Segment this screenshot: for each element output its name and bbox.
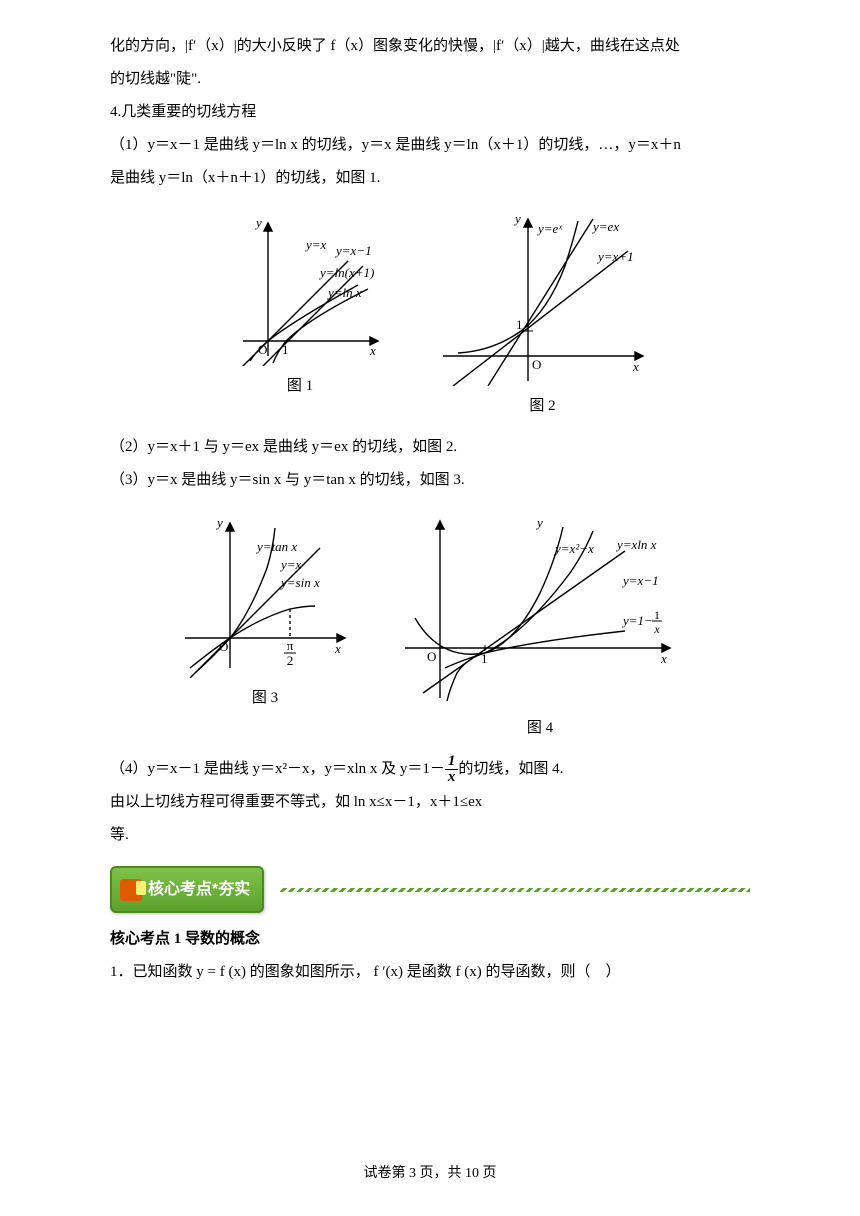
figure-3: y x O y=tan x y=x y=sin x π 2 图 3 xyxy=(175,513,355,745)
svg-text:x: x xyxy=(369,343,376,358)
svg-text:y=sin x: y=sin x xyxy=(279,575,320,590)
svg-text:y=x: y=x xyxy=(304,237,327,252)
svg-text:y=x+1: y=x+1 xyxy=(596,249,634,264)
text: 化的方向，|f′（x）|的大小反映了 f（x）图象变化的快慢，|f′（x）|越大… xyxy=(110,38,680,54)
item-3: （3）y＝x 是曲线 y＝sin x 与 y＝tan x 的切线，如图 3. xyxy=(110,464,750,497)
svg-text:1: 1 xyxy=(282,342,289,357)
svg-text:y: y xyxy=(254,215,262,230)
svg-text:y=x−1: y=x−1 xyxy=(334,243,372,258)
svg-text:y=x: y=x xyxy=(279,557,302,572)
svg-text:1: 1 xyxy=(654,608,660,622)
svg-text:y=ln x: y=ln x xyxy=(326,285,362,300)
core-points-badge-row: 核心考点*夯实 xyxy=(110,866,750,913)
figure-2-caption: 图 2 xyxy=(529,390,555,423)
svg-text:y=ex: y=ex xyxy=(591,219,619,234)
svg-text:x: x xyxy=(653,622,660,636)
core-points-badge: 核心考点*夯实 xyxy=(110,866,264,913)
figure-3-caption: 图 3 xyxy=(252,682,278,715)
svg-text:y: y xyxy=(513,211,521,226)
svg-text:x: x xyxy=(632,359,639,374)
figures-row-1: y x O 1 y=x y=x−1 y=ln(x+1) y=ln x 图 1 xyxy=(110,211,750,423)
figure-4: y x O 1 y=x²−x y=xln x y=x−1 y=1− 1 x 图 … xyxy=(395,513,685,745)
figures-row-2: y x O y=tan x y=x y=sin x π 2 图 3 xyxy=(110,513,750,745)
text: 等. xyxy=(110,827,129,843)
svg-text:O: O xyxy=(219,639,228,654)
text: 的切线越"陡". xyxy=(110,71,201,87)
badge-text: 核心考点*夯实 xyxy=(148,872,250,907)
text: （1）y＝x－1 是曲线 y＝ln x 的切线，y＝x 是曲线 y＝ln（x＋1… xyxy=(110,137,681,153)
inequality-line: 由以上切线方程可得重要不等式，如 ln x≤x－1，x＋1≤ex 等. xyxy=(110,786,750,852)
figure-2: y x O 1 y=eˣ y=ex y=x+1 图 2 xyxy=(433,211,653,423)
text: 是曲线 y＝ln（x＋n＋1）的切线，如图 1. xyxy=(110,170,380,186)
svg-text:y=ln(x+1): y=ln(x+1) xyxy=(318,265,374,280)
svg-text:y=tan x: y=tan x xyxy=(255,539,297,554)
text: 的切线，如图 4. xyxy=(458,761,563,777)
books-icon xyxy=(120,879,142,901)
item-1: （1）y＝x－1 是曲线 y＝ln x 的切线，y＝x 是曲线 y＝ln（x＋1… xyxy=(110,129,750,195)
svg-text:O: O xyxy=(532,357,541,372)
svg-text:y=eˣ: y=eˣ xyxy=(536,221,562,236)
figure-4-caption: 图 4 xyxy=(527,712,553,745)
figure-1-caption: 图 1 xyxy=(287,370,313,403)
svg-text:1: 1 xyxy=(516,317,523,332)
section-4-heading: 4.几类重要的切线方程 xyxy=(110,96,750,129)
svg-text:1: 1 xyxy=(481,651,488,666)
svg-text:y=x−1: y=x−1 xyxy=(621,573,659,588)
svg-text:y=1−: y=1− xyxy=(621,613,653,628)
paragraph-top: 化的方向，|f′（x）|的大小反映了 f（x）图象变化的快慢，|f′（x）|越大… xyxy=(110,30,750,96)
svg-text:x: x xyxy=(334,641,341,656)
svg-text:y: y xyxy=(215,515,223,530)
kaodian-heading: 核心考点 1 导数的概念 xyxy=(110,923,750,956)
item-4: （4）y＝x－1 是曲线 y＝x²－x，y＝xln x 及 y＝1－1x的切线，… xyxy=(110,753,750,786)
item-2: （2）y＝x＋1 与 y＝ex 是曲线 y＝ex 的切线，如图 2. xyxy=(110,431,750,464)
figure-1: y x O 1 y=x y=x−1 y=ln(x+1) y=ln x 图 1 xyxy=(208,211,393,423)
svg-text:O: O xyxy=(258,342,267,357)
svg-text:2: 2 xyxy=(287,653,294,668)
svg-text:y=xln x: y=xln x xyxy=(615,537,657,552)
fraction-1-over-x: 1x xyxy=(445,754,459,785)
badge-tail xyxy=(280,888,750,892)
text: （4）y＝x－1 是曲线 y＝x²－x，y＝xln x 及 y＝1－ xyxy=(110,761,445,777)
svg-text:O: O xyxy=(427,649,436,664)
text: 由以上切线方程可得重要不等式，如 ln x≤x－1，x＋1≤ex xyxy=(110,794,482,810)
svg-text:y: y xyxy=(535,515,543,530)
question-1: 1．已知函数 y = f (x) 的图象如图所示， f ′(x) 是函数 f (… xyxy=(110,956,750,989)
page-footer: 试卷第 3 页，共 10 页 xyxy=(0,1159,860,1190)
svg-text:x: x xyxy=(660,651,667,666)
svg-text:y=x²−x: y=x²−x xyxy=(553,541,594,556)
svg-text:π: π xyxy=(287,638,294,653)
